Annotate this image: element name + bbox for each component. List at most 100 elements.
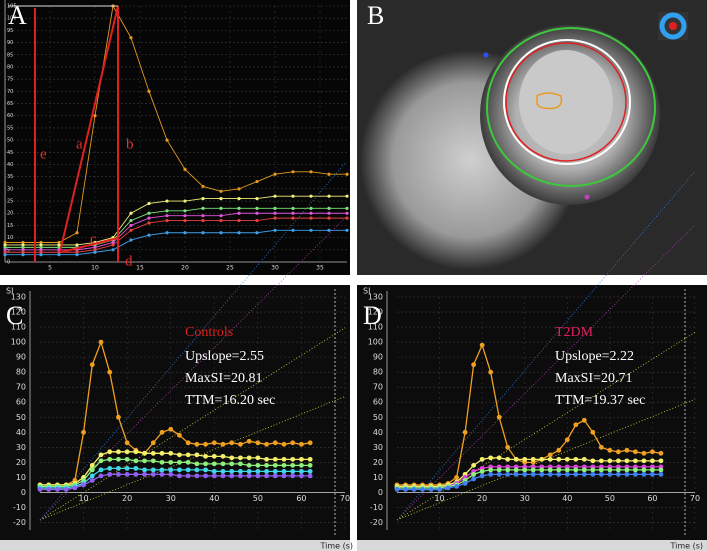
data-point [530, 471, 536, 477]
data-point [345, 206, 349, 210]
data-point [211, 440, 217, 446]
data-point [39, 253, 43, 257]
data-point [513, 471, 519, 477]
data-point [564, 456, 570, 462]
data-point [21, 243, 25, 247]
x-tick-label: 5 [48, 265, 52, 272]
data-point [488, 467, 494, 473]
data-point [581, 417, 587, 423]
data-point [471, 476, 477, 482]
y-tick-label: 110 [368, 323, 383, 332]
data-point [165, 214, 169, 218]
data-point [168, 471, 174, 477]
data-point [3, 248, 7, 252]
data-point [165, 218, 169, 223]
data-point [165, 231, 169, 235]
data-point [641, 450, 647, 456]
data-point [57, 240, 61, 245]
scrollbar[interactable] [357, 540, 707, 551]
data-point [159, 467, 165, 473]
data-point [479, 342, 485, 348]
y-tick-label: 65 [7, 101, 13, 107]
data-point [513, 456, 519, 462]
data-point [255, 206, 259, 210]
data-point [116, 414, 121, 420]
data-point [273, 228, 277, 232]
segment-icon [659, 12, 687, 40]
y-tick-label: 10 [373, 473, 383, 482]
data-point [57, 245, 61, 249]
data-point [291, 228, 295, 232]
data-point [111, 248, 115, 252]
data-point [650, 471, 655, 477]
data-point [55, 487, 60, 492]
data-point [37, 487, 43, 492]
x-tick-label: 60 [296, 494, 306, 503]
data-point [129, 228, 133, 232]
data-point [522, 467, 528, 473]
data-point [522, 456, 528, 462]
data-point [89, 462, 95, 468]
data-point [290, 456, 296, 462]
y-tick-label: 100 [11, 338, 26, 347]
data-point [3, 250, 7, 254]
guide-line [39, 217, 346, 521]
data-point [327, 228, 331, 232]
scrollbar[interactable] [0, 540, 350, 551]
data-point [598, 471, 604, 477]
annotation: Upslope=2.22 [555, 349, 634, 364]
data-point [183, 167, 187, 171]
x-tick-label: 15 [136, 265, 144, 272]
data-point [607, 467, 613, 473]
data-point [93, 250, 97, 254]
x-tick-label: 50 [253, 494, 263, 503]
data-point [650, 458, 655, 464]
data-point [255, 440, 261, 446]
data-point [220, 473, 226, 479]
y-tick-label: 120 [11, 308, 26, 317]
data-point [168, 467, 174, 473]
y-tick-label: 70 [16, 383, 26, 392]
series-line [5, 229, 347, 256]
y-tick-label: 90 [7, 40, 13, 46]
data-point [238, 441, 243, 447]
data-point [147, 233, 151, 237]
panel-label: A [8, 1, 27, 30]
data-point [116, 465, 121, 471]
data-point [273, 172, 277, 176]
data-point [229, 473, 235, 479]
y-tick-label: 80 [373, 368, 383, 377]
data-point [641, 458, 647, 464]
chart: 0 5 10 15 20 25 30 35 40 45 50 55 60 65 70 75 80 85 90 95 10… [3, 0, 349, 272]
y-tick-label: 60 [7, 113, 13, 119]
blood-pool [519, 50, 613, 154]
data-point [650, 449, 655, 455]
y-tick-label: 130 [368, 293, 383, 302]
data-point [633, 449, 638, 455]
data-point [590, 471, 596, 477]
data-point [229, 468, 235, 474]
data-point [505, 444, 511, 450]
data-point [581, 471, 587, 477]
data-point [203, 461, 208, 467]
y-tick-label: 50 [16, 413, 26, 422]
data-point [98, 452, 104, 458]
data-point [411, 487, 417, 492]
data-point [471, 462, 477, 468]
data-point [39, 240, 43, 245]
marker [483, 52, 489, 58]
x-tick-label: 10 [78, 494, 88, 503]
endocardial-contour [505, 42, 627, 162]
data-point [273, 194, 277, 198]
y-tick-label: -20 [370, 518, 383, 527]
data-point [273, 216, 277, 220]
data-point [237, 206, 241, 210]
data-point [133, 465, 139, 471]
data-point [246, 468, 252, 474]
data-point [150, 471, 156, 477]
data-point [496, 414, 502, 420]
data-point [615, 471, 621, 477]
data-point [573, 422, 579, 428]
data-point [488, 455, 494, 461]
data-point [220, 468, 226, 474]
